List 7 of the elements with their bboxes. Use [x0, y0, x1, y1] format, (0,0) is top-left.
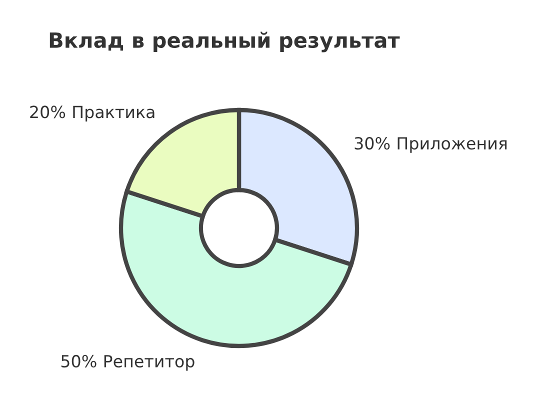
slice-label: Практика: [73, 106, 154, 122]
data-label: 20%: [30, 106, 66, 118]
slice-label: Приложения: [398, 137, 507, 153]
chart-title: Вклад в реальный результат: [50, 32, 400, 52]
data-label: 30%: [354, 137, 390, 150]
slice-label: Репетитор: [104, 355, 194, 371]
data-label: 50%: [61, 354, 96, 368]
